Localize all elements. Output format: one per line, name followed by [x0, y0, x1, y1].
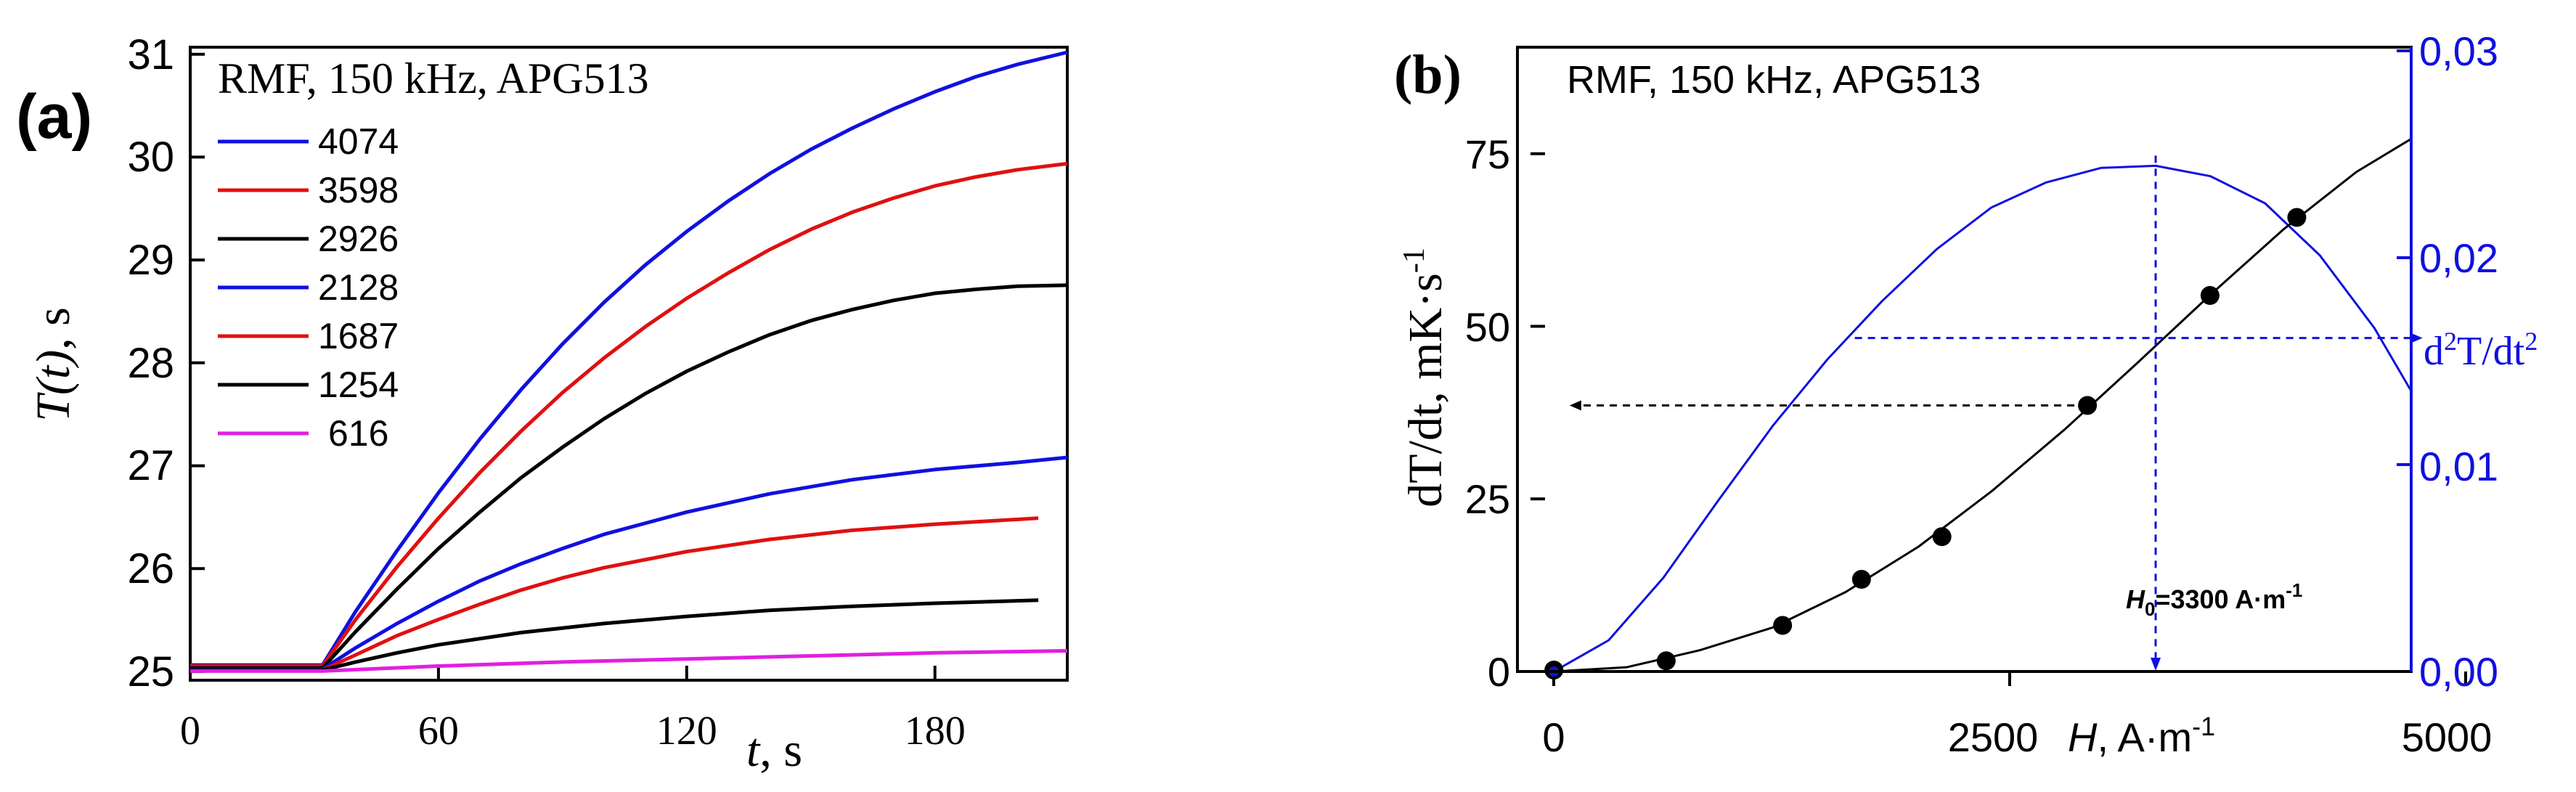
- panel-a-x-tick-label: 120: [656, 709, 717, 754]
- panel-a-label: (a): [16, 82, 92, 152]
- panel-b-right-y-axis-label: d2T/dt2: [2424, 327, 2538, 374]
- panel-b-right-y-tick-label: 0,02: [2419, 235, 2498, 281]
- data-point: [1851, 570, 1871, 589]
- data-point: [1773, 616, 1793, 635]
- panel-a-annotation: RMF, 150 kHz, APG513: [218, 54, 649, 102]
- derivative-curve: [1553, 164, 2413, 673]
- panel-b-x-axis-label: H, A·m-1: [2068, 711, 2215, 760]
- panel-b-y-tick-label: 75: [1465, 131, 1510, 177]
- panel-b-x-tick-label: 2500: [1948, 714, 2039, 760]
- legend-label-2926: 2926: [318, 219, 399, 259]
- panel-b-y-tick-label: 25: [1465, 476, 1510, 522]
- data-point: [2287, 208, 2307, 227]
- panel-a-y-tick-label: 26: [127, 545, 174, 592]
- panel-b-x-tick-label: 0: [1542, 714, 1565, 760]
- panel-a-y-tick-label: 30: [127, 134, 174, 181]
- legend-label-3598: 3598: [318, 170, 399, 211]
- fit-curve: [1554, 138, 2412, 673]
- series-line-4074: [190, 50, 1068, 667]
- panel-b-annotation: RMF, 150 kHz, APG513: [1567, 58, 1981, 102]
- data-point: [2200, 286, 2220, 305]
- panel-a-x-ticks: 0 60 120 180: [180, 666, 966, 754]
- legend-label-1254: 1254: [318, 364, 399, 405]
- panel-a-x-axis-label: t, s: [746, 724, 802, 777]
- panel-b-plot-frame: [1516, 46, 2413, 673]
- panel-b-h0-annotation: H0=3300 A·m-1: [2126, 579, 2302, 620]
- panel-b-right-y-tick-label: 0,03: [2419, 28, 2498, 74]
- h0-arrow-head: [2151, 658, 2161, 671]
- panel-a-y-tick-label: 25: [127, 648, 174, 695]
- panel-a-x-tick-label: 0: [180, 709, 200, 754]
- panel-a-y-tick-label: 29: [127, 237, 174, 284]
- series-line-2128: [190, 455, 1068, 671]
- panel-b-left-y-ticks: 0 25 50 75: [1465, 131, 1545, 695]
- panel-a-y-ticks: 25 26 27 28 29 30 31: [127, 31, 205, 695]
- panel-b-right-y-ticks: 0,00 0,01 0,02 0,03: [2397, 28, 2498, 695]
- data-point: [2078, 396, 2098, 415]
- data-point: [1656, 651, 1676, 671]
- panel-b-x-ticks: 0 2500 5000: [1542, 671, 2492, 760]
- series-line-1687: [190, 516, 1039, 672]
- legend-label-4074: 4074: [318, 121, 399, 162]
- panel-b-right-y-tick-label: 0,01: [2419, 444, 2498, 489]
- panel-b-y-tick-label: 50: [1465, 304, 1510, 350]
- panel-a-y-tick-label: 31: [127, 31, 174, 78]
- inflection-arrow-head: [2410, 332, 2423, 343]
- series-line-2926: [190, 283, 1068, 670]
- legend-label-616: 616: [328, 413, 388, 454]
- legend-label-1687: 1687: [318, 316, 399, 356]
- panel-b-left-y-axis-label: dT/dt, mK·s-1: [1398, 248, 1452, 507]
- series-line-616: [190, 649, 1068, 673]
- panel-a-y-tick-label: 28: [127, 340, 174, 387]
- slope-arrow-head: [1569, 400, 1581, 411]
- panel-b-y-tick-label: 0: [1488, 649, 1510, 695]
- panel-a-x-tick-label: 60: [418, 709, 459, 754]
- legend-label-2128: 2128: [318, 267, 399, 308]
- panel-b-x-tick-label: 5000: [2402, 714, 2493, 760]
- data-point: [1932, 527, 1952, 547]
- series-line-3598: [190, 161, 1068, 668]
- panel-a-y-axis-label: T(t), s: [27, 307, 80, 422]
- panel-b: (b) 0 2500 5000 H, A·m-1 0 25 50 75 dT/d…: [1394, 28, 2538, 760]
- panel-a-x-tick-label: 180: [905, 709, 966, 754]
- panel-a: (a) 0 60 120 180 25 26 27 28 29 30: [16, 31, 1069, 777]
- panel-a-legend: 4074 3598 2926 2128 1687 1254 616: [218, 121, 399, 454]
- series-line-1254: [190, 598, 1039, 672]
- panel-b-label: (b): [1394, 44, 1462, 105]
- panel-a-y-tick-label: 27: [127, 442, 174, 489]
- panel-a-series-group: [190, 50, 1068, 673]
- panel-b-right-y-tick-label: 0,00: [2419, 649, 2498, 695]
